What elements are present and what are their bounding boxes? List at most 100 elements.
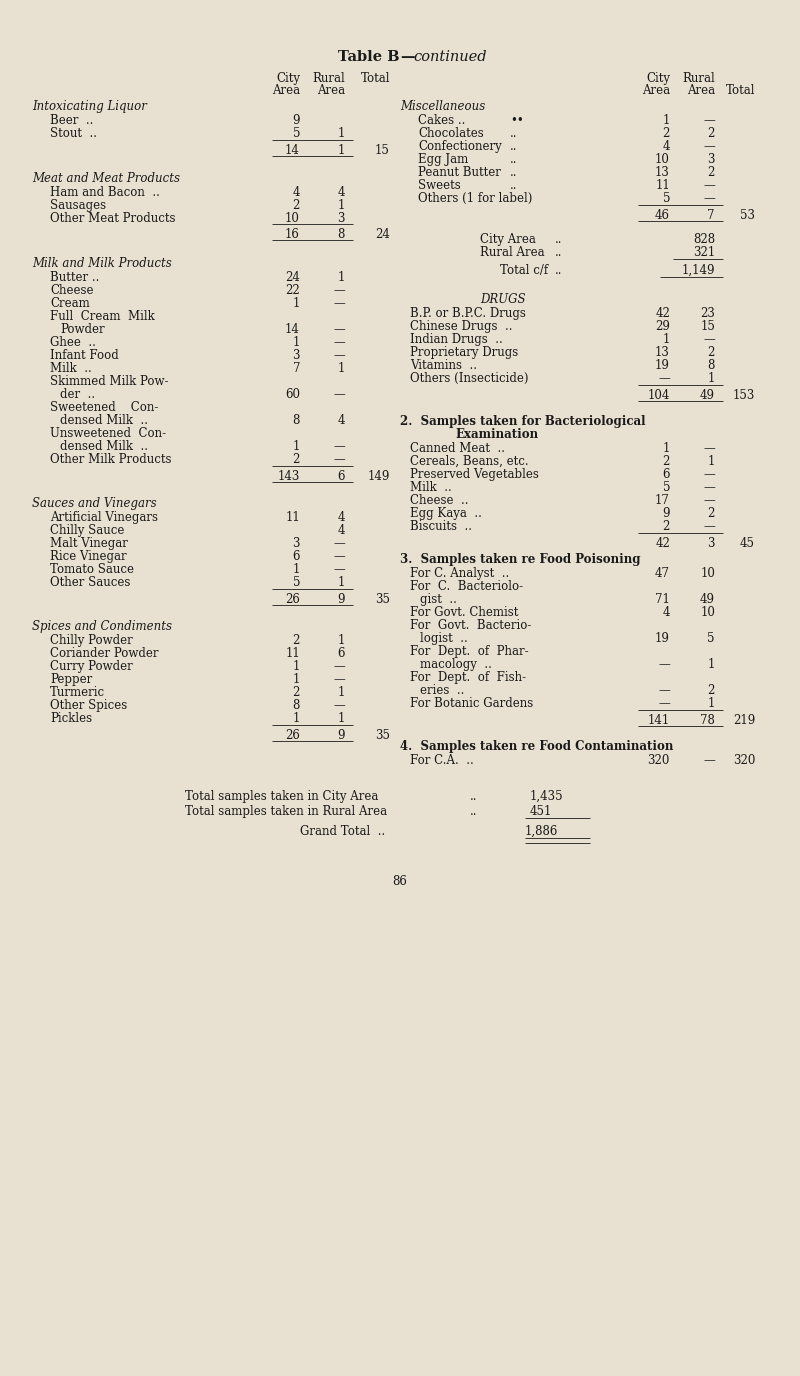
Text: Ham and Bacon  ..: Ham and Bacon .. (50, 186, 160, 200)
Text: Canned Meat  ..: Canned Meat .. (410, 442, 505, 455)
Text: 219: 219 (733, 714, 755, 727)
Text: Intoxicating Liquor: Intoxicating Liquor (32, 100, 147, 113)
Text: 11: 11 (286, 510, 300, 524)
Text: 4: 4 (338, 510, 345, 524)
Text: Milk  ..: Milk .. (50, 362, 92, 376)
Text: For  C.  Bacteriolo-: For C. Bacteriolo- (410, 581, 523, 593)
Text: 4: 4 (662, 140, 670, 153)
Text: Sweets: Sweets (418, 179, 461, 193)
Text: —: — (703, 442, 715, 455)
Text: B.P. or B.P.C. Drugs: B.P. or B.P.C. Drugs (410, 307, 526, 321)
Text: Cakes ..: Cakes .. (418, 114, 466, 127)
Text: —: — (703, 193, 715, 205)
Text: Curry Powder: Curry Powder (50, 660, 133, 673)
Text: 1: 1 (338, 362, 345, 376)
Text: 53: 53 (740, 209, 755, 222)
Text: 1: 1 (293, 563, 300, 577)
Text: densed Milk  ..: densed Milk .. (60, 440, 148, 453)
Text: 29: 29 (655, 321, 670, 333)
Text: Milk and Milk Products: Milk and Milk Products (32, 257, 172, 270)
Text: 1: 1 (338, 577, 345, 589)
Text: densed Milk  ..: densed Milk .. (60, 414, 148, 427)
Text: Total: Total (726, 84, 755, 96)
Text: Area: Area (642, 84, 670, 96)
Text: 13: 13 (655, 166, 670, 179)
Text: macology  ..: macology .. (420, 658, 492, 671)
Text: 6: 6 (662, 468, 670, 482)
Text: Sausages: Sausages (50, 200, 106, 212)
Text: ..: .. (470, 805, 478, 817)
Text: Egg Jam: Egg Jam (418, 153, 468, 166)
Text: —: — (334, 673, 345, 687)
Text: Total c/f: Total c/f (500, 264, 548, 277)
Text: Pickles: Pickles (50, 711, 92, 725)
Text: 6: 6 (293, 550, 300, 563)
Text: Grand Total  ..: Grand Total .. (300, 826, 386, 838)
Text: Infant Food: Infant Food (50, 350, 118, 362)
Text: 17: 17 (655, 494, 670, 506)
Text: Chilly Sauce: Chilly Sauce (50, 524, 124, 537)
Text: 1: 1 (338, 271, 345, 283)
Text: ..: .. (470, 790, 478, 804)
Text: 6: 6 (338, 647, 345, 660)
Text: 4: 4 (338, 414, 345, 427)
Text: Rural: Rural (312, 72, 345, 85)
Text: 149: 149 (368, 471, 390, 483)
Text: Others (1 for label): Others (1 for label) (418, 193, 532, 205)
Text: 451: 451 (530, 805, 552, 817)
Text: 11: 11 (655, 179, 670, 193)
Text: Rural Area: Rural Area (480, 246, 545, 259)
Text: 3: 3 (338, 212, 345, 226)
Text: 7: 7 (707, 209, 715, 222)
Text: 2: 2 (293, 634, 300, 647)
Text: —: — (334, 537, 345, 550)
Text: Other Spices: Other Spices (50, 699, 127, 711)
Text: —: — (334, 550, 345, 563)
Text: 2: 2 (708, 127, 715, 140)
Text: 321: 321 (693, 246, 715, 259)
Text: 4: 4 (338, 186, 345, 200)
Text: 1: 1 (293, 336, 300, 350)
Text: 1: 1 (293, 440, 300, 453)
Text: 15: 15 (700, 321, 715, 333)
Text: 1: 1 (293, 297, 300, 310)
Text: Rice Vinegar: Rice Vinegar (50, 550, 126, 563)
Text: 9: 9 (662, 506, 670, 520)
Text: For  Dept.  of  Phar-: For Dept. of Phar- (410, 645, 529, 658)
Text: Ghee  ..: Ghee .. (50, 336, 96, 350)
Text: 2: 2 (662, 127, 670, 140)
Text: gist  ..: gist .. (420, 593, 457, 605)
Text: logist  ..: logist .. (420, 632, 468, 645)
Text: 71: 71 (655, 593, 670, 605)
Text: 49: 49 (700, 593, 715, 605)
Text: 46: 46 (655, 209, 670, 222)
Text: Milk  ..: Milk .. (410, 482, 452, 494)
Text: 24: 24 (285, 271, 300, 283)
Text: Confectionery: Confectionery (418, 140, 502, 153)
Text: Vitamins  ..: Vitamins .. (410, 359, 477, 372)
Text: —: — (334, 323, 345, 336)
Text: ..: .. (510, 140, 518, 153)
Text: Sweetened    Con-: Sweetened Con- (50, 400, 158, 414)
Text: Proprietary Drugs: Proprietary Drugs (410, 345, 518, 359)
Text: 45: 45 (740, 537, 755, 550)
Text: Cereals, Beans, etc.: Cereals, Beans, etc. (410, 455, 529, 468)
Text: der  ..: der .. (60, 388, 95, 400)
Text: 42: 42 (655, 537, 670, 550)
Text: 2: 2 (708, 166, 715, 179)
Text: 1: 1 (338, 144, 345, 157)
Text: 1,886: 1,886 (525, 826, 558, 838)
Text: Table B: Table B (338, 50, 400, 65)
Text: 320: 320 (648, 754, 670, 766)
Text: —: — (658, 658, 670, 671)
Text: 3: 3 (707, 153, 715, 166)
Text: 1: 1 (338, 200, 345, 212)
Text: —: — (334, 283, 345, 297)
Text: Powder: Powder (60, 323, 105, 336)
Text: Chinese Drugs  ..: Chinese Drugs .. (410, 321, 513, 333)
Text: 1: 1 (338, 687, 345, 699)
Text: 2: 2 (708, 684, 715, 698)
Text: —: — (658, 684, 670, 698)
Text: Artificial Vinegars: Artificial Vinegars (50, 510, 158, 524)
Text: continued: continued (413, 50, 486, 65)
